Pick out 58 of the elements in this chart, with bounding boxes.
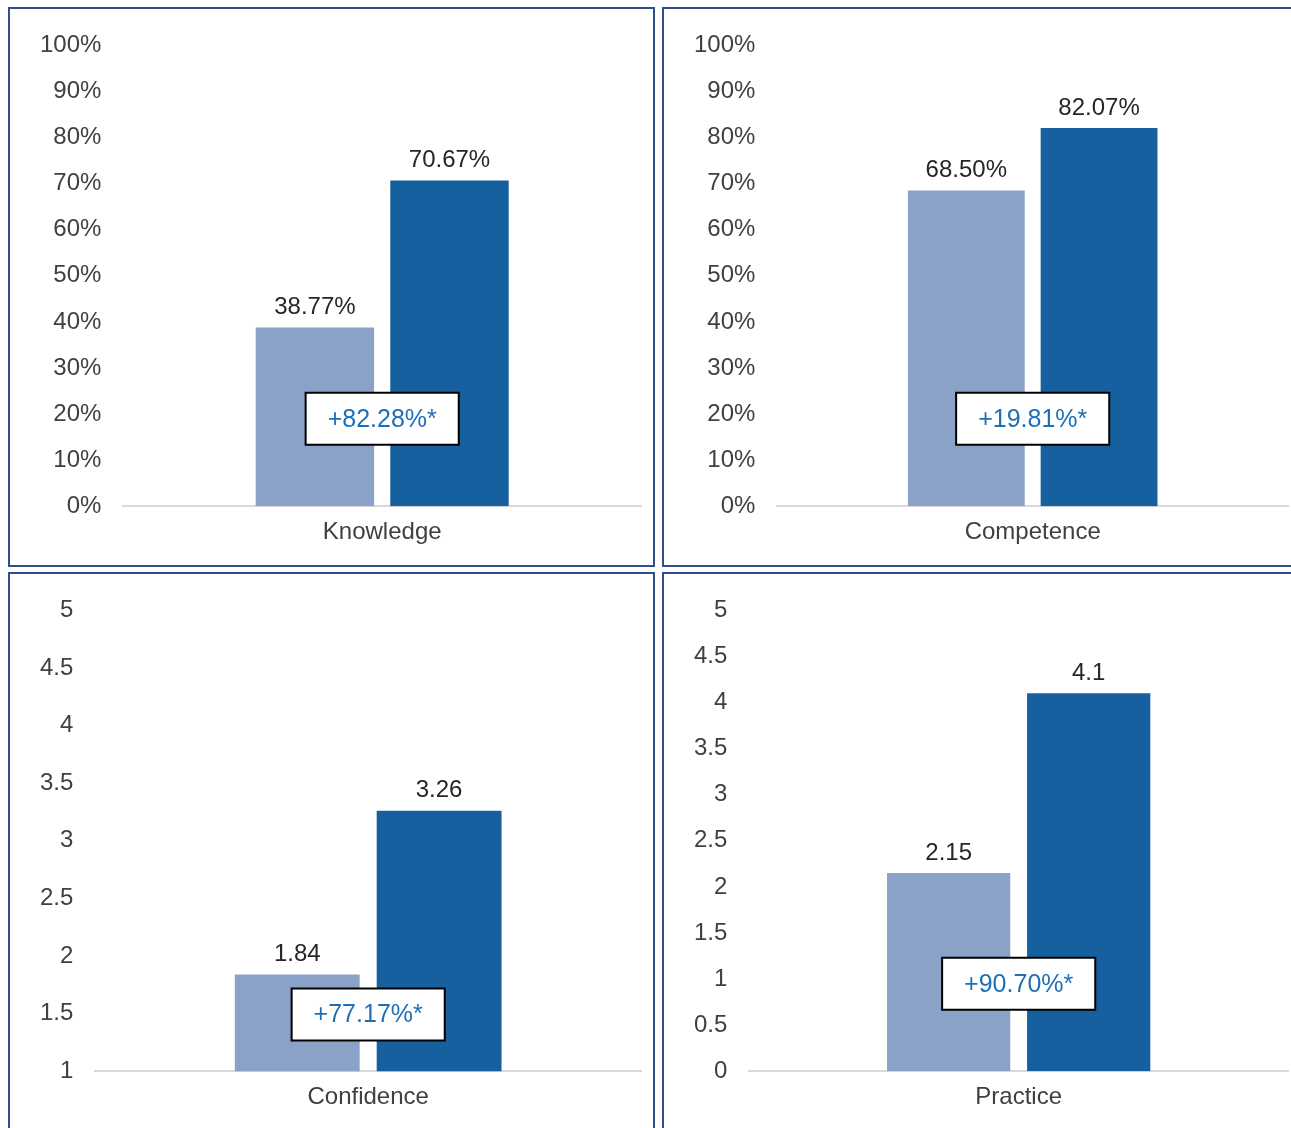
y-tick-label: 20% xyxy=(707,398,756,426)
y-tick-label: 40% xyxy=(707,306,756,334)
y-tick-label: 2.5 xyxy=(693,825,728,853)
y-tick-label: 3 xyxy=(714,779,728,807)
annotation: +19.81%* xyxy=(978,403,1088,432)
y-tick-label: 3.5 xyxy=(39,767,74,795)
y-tick-label: 5 xyxy=(60,595,74,623)
y-tick-label: 50% xyxy=(707,260,756,288)
y-tick-label: 30% xyxy=(707,352,756,380)
annotation: +90.70%* xyxy=(964,968,1074,997)
annotation: +77.17%* xyxy=(313,999,424,1028)
x-tick-label: Knowledge xyxy=(322,517,442,545)
y-tick-label: 1 xyxy=(60,1055,74,1083)
y-tick-label: 0 xyxy=(714,1055,728,1083)
y-tick-label: 0% xyxy=(66,490,102,518)
data-label: 70.67% xyxy=(408,145,491,173)
data-label: 1.84 xyxy=(273,939,321,967)
y-tick-label: 10% xyxy=(53,444,102,472)
y-tick-label: 20% xyxy=(53,398,102,426)
y-tick-label: 4 xyxy=(714,687,728,715)
y-tick-label: 70% xyxy=(707,168,756,196)
y-tick-label: 80% xyxy=(53,122,102,150)
y-tick-label: 1.5 xyxy=(39,998,74,1026)
y-tick-label: 3 xyxy=(60,825,74,853)
data-label: 68.50% xyxy=(925,155,1008,183)
y-tick-label: 40% xyxy=(53,306,102,334)
data-label: 2.15 xyxy=(925,837,973,865)
y-tick-label: 1 xyxy=(714,963,728,991)
y-tick-label: 4.5 xyxy=(39,652,74,680)
y-tick-label: 90% xyxy=(53,76,102,104)
y-tick-label: 5 xyxy=(714,595,728,623)
y-tick-label: 4.5 xyxy=(693,641,728,669)
y-tick-label: 10% xyxy=(707,444,756,472)
y-tick-label: 100% xyxy=(39,30,102,58)
y-tick-label: 30% xyxy=(53,352,102,380)
x-tick-label: Practice xyxy=(975,1082,1063,1110)
y-tick-label: 1.5 xyxy=(693,917,728,945)
y-tick-label: 0.5 xyxy=(693,1009,728,1037)
x-tick-label: Competence xyxy=(964,517,1101,545)
y-tick-label: 4 xyxy=(60,710,74,738)
y-tick-label: 90% xyxy=(707,76,756,104)
data-label: 82.07% xyxy=(1058,92,1140,120)
y-tick-label: 2 xyxy=(60,940,74,968)
data-label: 38.77% xyxy=(274,292,356,320)
y-tick-label: 2 xyxy=(714,871,728,899)
x-tick-label: Confidence xyxy=(307,1082,429,1110)
y-tick-label: 100% xyxy=(693,30,756,58)
y-tick-label: 80% xyxy=(707,122,756,150)
y-tick-label: 0% xyxy=(720,490,756,518)
y-tick-label: 3.5 xyxy=(693,733,728,761)
y-tick-label: 60% xyxy=(53,214,102,242)
data-label: 4.1 xyxy=(1072,657,1106,685)
y-tick-label: 50% xyxy=(53,260,102,288)
annotation: +82.28%* xyxy=(327,403,438,432)
y-tick-label: 70% xyxy=(53,168,102,196)
y-tick-label: 60% xyxy=(707,214,756,242)
y-tick-label: 2.5 xyxy=(39,883,74,911)
data-label: 3.26 xyxy=(415,775,463,803)
